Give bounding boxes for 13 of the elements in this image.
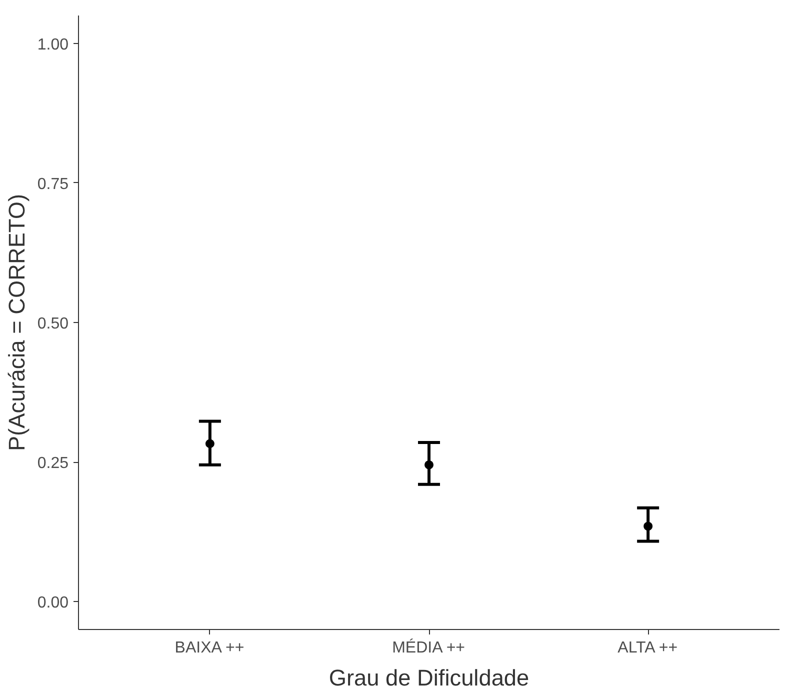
y-tick-label: 0.00 [37, 594, 69, 612]
x-axis-title: Grau de Dificuldade [328, 664, 530, 690]
point [424, 460, 434, 470]
point [205, 439, 214, 448]
x-tick-label: ALTA ++ [618, 640, 678, 656]
y-tick-label: 0.25 [37, 455, 69, 472]
x-tick-label: BAIXA ++ [174, 640, 244, 656]
y-axis-title: P(Acurácia = CORRETO) [3, 194, 30, 452]
point [644, 522, 653, 531]
y-tick-label: 0.75 [37, 176, 69, 193]
x-tick-label: MÉDIA ++ [392, 638, 466, 656]
y-tick-label: 0.50 [37, 316, 69, 332]
y-tick-label: 1.00 [37, 36, 69, 54]
